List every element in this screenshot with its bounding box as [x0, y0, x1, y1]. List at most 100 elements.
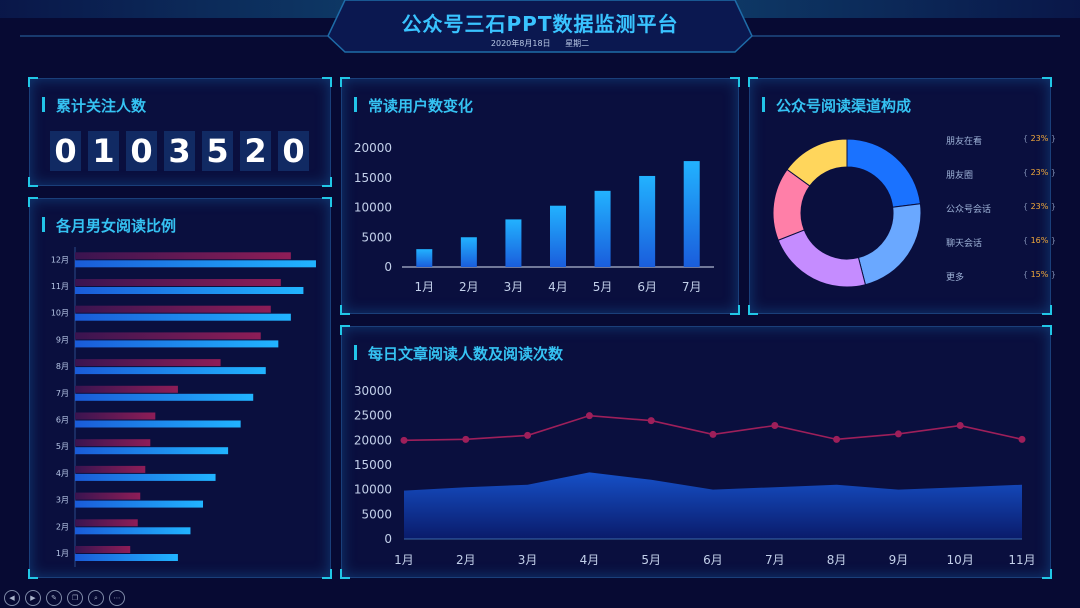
bar — [594, 190, 611, 267]
counter-digit: 5 — [202, 131, 233, 171]
donut-slice — [857, 203, 922, 286]
bar-series-1 — [75, 385, 178, 393]
bar-series-2 — [75, 367, 266, 375]
bar-series-2 — [75, 554, 178, 561]
bar-series-2 — [75, 420, 241, 428]
counter-digit: 1 — [88, 131, 119, 171]
bar-series-1 — [75, 546, 131, 553]
y-tick-label: 11月 — [51, 282, 69, 291]
prev-icon[interactable]: ◀ — [4, 590, 20, 606]
bar-series-2 — [75, 500, 204, 508]
x-tick-label: 4月 — [548, 280, 568, 294]
x-tick-label: 1月 — [394, 553, 414, 567]
slides-icon[interactable]: ❐ — [67, 590, 83, 606]
bar-series-2 — [75, 260, 316, 268]
donut-slice — [777, 229, 867, 288]
bar-series-1 — [75, 279, 281, 286]
bar — [550, 205, 566, 267]
legend-pct: 23% — [1030, 168, 1049, 177]
daily-title: 每日文章阅读人数及阅读次数 — [354, 343, 563, 364]
legend-item: 公众号会话{ 23% } — [946, 202, 1056, 236]
y-tick-label: 1月 — [56, 549, 69, 558]
legend-pct: 23% — [1030, 134, 1049, 143]
more-icon[interactable]: ⋯ — [109, 590, 125, 606]
next-icon[interactable]: ▶ — [25, 590, 41, 606]
y-tick-label: 6月 — [56, 416, 69, 425]
bar — [460, 237, 477, 267]
y-tick-label: 25000 — [354, 409, 392, 423]
line-point — [833, 435, 841, 443]
bar-series-1 — [75, 465, 146, 473]
line-point — [1018, 435, 1026, 443]
y-tick-label: 10000 — [354, 201, 392, 215]
bar-series-1 — [75, 492, 141, 500]
y-tick-label: 10000 — [354, 483, 392, 497]
legend-label: 朋友在看 — [946, 137, 983, 147]
legend-pct: 16% — [1030, 236, 1049, 245]
x-tick-label: 9月 — [889, 553, 909, 567]
counter-digit: 0 — [126, 131, 157, 171]
y-tick-label: 5月 — [56, 442, 69, 451]
legend-label: 朋友圈 — [946, 171, 974, 181]
x-tick-label: 8月 — [827, 553, 847, 567]
line-point — [956, 422, 964, 430]
counter-digit: 3 — [164, 131, 195, 171]
bar-series-2 — [75, 313, 291, 321]
followers-counter: 0 1 0 3 5 2 0 — [50, 131, 309, 171]
line-point — [647, 417, 655, 425]
followers-panel: 累计关注人数 0 1 0 3 5 2 0 — [28, 77, 332, 187]
counter-digit: 0 — [278, 131, 309, 171]
y-tick-label: 20000 — [354, 433, 392, 447]
x-tick-label: 3月 — [504, 280, 524, 294]
legend-item: 聊天会话{ 16% } — [946, 236, 1056, 270]
bar — [505, 219, 522, 267]
donut-slice — [786, 138, 848, 187]
donut-slice — [846, 138, 921, 208]
bar-series-1 — [75, 412, 156, 420]
gender-bar-chart: 1月 2月 3月 4月 5月 6月 7月 8月 9月 10月 11月 12月 — [51, 247, 316, 567]
weekday-text: 星期二 — [565, 39, 590, 48]
y-tick-label: 15000 — [354, 458, 392, 472]
bar-series-1 — [75, 519, 138, 527]
line-point — [709, 430, 717, 438]
y-tick-label: 30000 — [354, 384, 392, 398]
y-tick-label: 15000 — [354, 171, 392, 185]
users-title: 常读用户数变化 — [354, 95, 473, 116]
x-tick-label: 10月 — [947, 553, 974, 567]
x-tick-label: 5月 — [593, 280, 613, 294]
bar — [639, 175, 656, 267]
y-tick-label: 7月 — [56, 389, 69, 398]
y-tick-label: 3月 — [56, 496, 69, 505]
bar — [683, 161, 700, 267]
line-point — [894, 430, 902, 438]
zoom-icon[interactable]: ⌕ — [88, 590, 104, 606]
line-point — [771, 422, 779, 430]
y-tick-label: 4月 — [56, 469, 69, 478]
daily-panel: 每日文章阅读人数及阅读次数 0 5000 10000 15000 20000 25000 3… — [340, 325, 1052, 579]
y-tick-label: 10月 — [51, 309, 69, 318]
bar-series-2 — [75, 447, 229, 455]
channels-legend: 朋友在看{ 23% } 朋友圈{ 23% } 公众号会话{ 23% } 聊天会话… — [946, 134, 1056, 304]
channels-panel: 公众号阅读渠道构成 朋友在看{ 23% } 朋友圈{ 23% } 公众号会话{ … — [748, 77, 1056, 315]
y-tick-label: 2月 — [56, 522, 69, 531]
y-tick-label: 8月 — [56, 362, 69, 371]
y-tick-label: 5000 — [361, 230, 392, 244]
date-text: 2020年8月18日 — [490, 39, 551, 48]
channels-donut-chart — [772, 138, 922, 288]
pen-icon[interactable]: ✎ — [46, 590, 62, 606]
bar-series-2 — [75, 393, 254, 401]
line-point — [400, 436, 408, 444]
legend-label: 聊天会话 — [946, 239, 983, 249]
bar-series-2 — [75, 340, 279, 348]
legend-pct: 15% — [1030, 270, 1049, 279]
bar-series-1 — [75, 439, 151, 447]
header-frame — [0, 0, 1080, 53]
users-bar-chart: 0 5000 10000 15000 20000 1月 2月 3月 4月 5月 6月 7月 — [354, 141, 714, 294]
page-title: 公众号三石PPT数据监测平台 — [401, 12, 679, 36]
gender-panel: 各月男女阅读比例 1月 2月 3月 4月 5月 6月 7月 8月 9月 10月 11月 12月 — [28, 197, 332, 579]
y-tick-label: 12月 — [51, 255, 69, 264]
y-tick-label: 0 — [384, 260, 392, 274]
bar-series-1 — [75, 359, 221, 367]
legend-label: 公众号会话 — [946, 205, 992, 215]
bar-series-1 — [75, 252, 291, 260]
